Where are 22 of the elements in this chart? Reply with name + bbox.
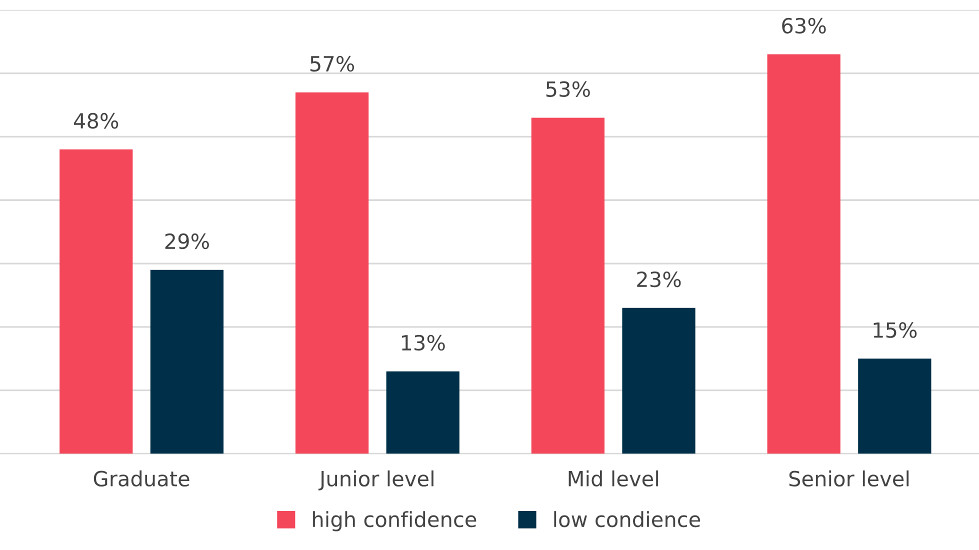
- bar: [858, 358, 932, 454]
- data-label: 13%: [402, 334, 445, 351]
- bar: [622, 308, 696, 454]
- bar: [767, 54, 840, 454]
- bar: [60, 149, 133, 454]
- bar: [531, 118, 605, 454]
- data-label: 57%: [310, 56, 354, 72]
- x-tick-label: Mid level: [568, 470, 658, 487]
- data-label: 53%: [546, 81, 590, 97]
- legend-label: low condience: [554, 511, 700, 528]
- bar: [386, 371, 460, 454]
- bar: [150, 270, 224, 454]
- x-tick-label: Junior level: [318, 470, 434, 490]
- bar: [295, 92, 369, 454]
- data-label: 23%: [637, 271, 681, 288]
- data-label: 48%: [74, 112, 118, 129]
- x-tick-label: Senior level: [789, 470, 909, 487]
- data-label: 63%: [782, 18, 826, 34]
- data-label: 29%: [165, 233, 209, 250]
- x-tick-label: Graduate: [94, 470, 190, 487]
- data-label: 15%: [874, 322, 917, 338]
- legend-label: high confidence: [313, 511, 476, 532]
